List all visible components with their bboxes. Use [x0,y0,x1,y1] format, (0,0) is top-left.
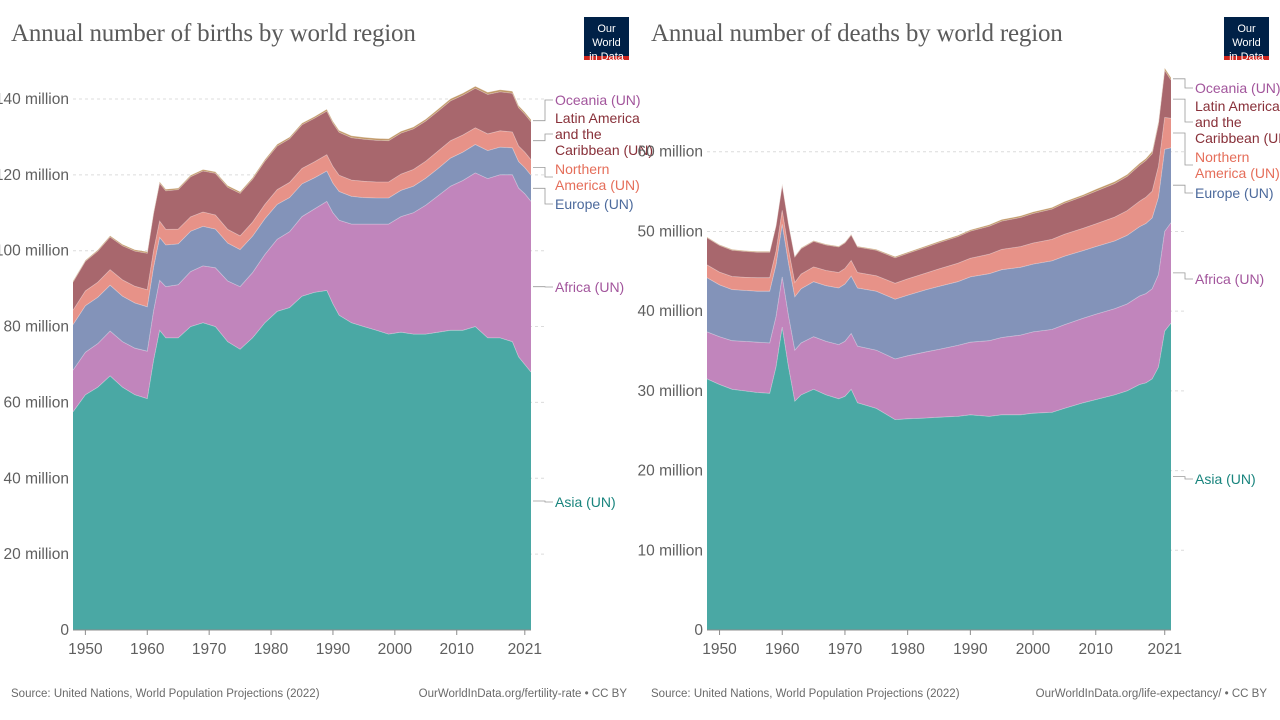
x-tick-label: 2021 [1147,641,1181,658]
legend-label-oceania-un[interactable]: Oceania (UN) [1195,80,1280,96]
area-europe-un[interactable] [707,147,1171,359]
y-tick-label: 60 million [4,394,69,411]
area-africa-un[interactable] [73,172,531,412]
legend-connector [533,187,553,205]
legend-label-africa-un[interactable]: Africa (UN) [555,279,624,295]
y-tick-label: 100 million [0,243,69,260]
legend-label-northern-america-un[interactable]: Northern [555,161,609,177]
x-tick-label: 1960 [130,641,165,658]
x-tick-label: 1970 [828,641,863,658]
area-edge-asia-un [72,290,532,413]
legend-label-northern-america-un[interactable]: Northern [1195,149,1249,165]
legend-label-latin-america-and-the-caribbean-un[interactable]: Caribbean (UN) [1195,130,1280,146]
x-tick-label: 2010 [439,641,474,658]
y-tick-label: 80 million [4,319,69,336]
owid-logo[interactable]: Our World in Data [584,17,629,63]
area-edge-africa-un [72,172,532,371]
legend-label-asia-un[interactable]: Asia (UN) [555,494,616,510]
legend-label-asia-un[interactable]: Asia (UN) [1195,471,1256,487]
area-asia-un[interactable] [707,323,1171,630]
legend-label-northern-america-un[interactable]: America (UN) [1195,165,1280,181]
area-edge-oceania-un [72,85,532,282]
births-chart-panel: Annual number of births by world region … [0,17,653,700]
y-tick-label: 50 million [638,223,703,240]
legend-connector [1173,272,1193,280]
legend-connector [1173,78,1193,89]
x-tick-label: 2000 [1016,641,1051,658]
legend-label-oceania-un[interactable]: Oceania (UN) [555,92,641,108]
y-tick-label: 60 million [638,144,703,161]
legend-label-africa-un[interactable]: Africa (UN) [1195,271,1264,287]
x-tick-label: 1970 [192,641,227,658]
legend-connector [533,500,553,503]
y-tick-label: 120 million [0,167,69,184]
y-tick-label: 0 [694,622,703,639]
legend-connector [1173,184,1193,194]
legend-label-latin-america-and-the-caribbean-un[interactable]: and the [1195,114,1242,130]
x-tick-label: 1990 [953,641,988,658]
y-tick-label: 30 million [638,383,703,400]
x-tick-label: 2021 [508,641,542,658]
legend-label-latin-america-and-the-caribbean-un[interactable]: Latin America [555,110,640,126]
chart-title: Annual number of births by world region [11,20,416,47]
area-edge-europe-un [706,147,1172,300]
logo-line-1: Our World [1232,23,1261,49]
y-tick-label: 140 million [0,91,69,108]
logo-line-2: in Data [589,51,624,63]
source-note: Source: United Nations, World Population… [11,688,320,700]
y-tick-label: 10 million [638,542,703,559]
x-tick-label: 1990 [316,641,351,658]
area-edge-europe-un [72,144,532,325]
area-latin-america-and-the-caribbean-un[interactable] [707,70,1171,284]
x-tick-label: 1960 [765,641,800,658]
legend-label-latin-america-and-the-caribbean-un[interactable]: and the [555,126,602,142]
logo-line-2: in Data [1229,51,1264,63]
owid-logo[interactable]: Our World in Data [1224,17,1269,63]
y-tick-label: 40 million [4,470,69,487]
legend-connector [533,167,553,178]
area-edge-latin-america-and-the-caribbean-un [706,69,1172,259]
x-tick-label: 2010 [1079,641,1114,658]
area-edge-oceania-un [706,66,1172,258]
area-edge-northern-america-un [72,127,532,311]
x-tick-label: 1980 [254,641,289,658]
source-note: Source: United Nations, World Population… [651,688,960,700]
legend-connector [533,133,553,142]
x-tick-label: 1950 [68,641,103,658]
area-europe-un[interactable] [73,144,531,371]
legend-label-northern-america-un[interactable]: America (UN) [555,177,640,193]
license-link[interactable]: OurWorldInData.org/life-expectancy/ • CC… [1035,688,1267,700]
y-tick-label: 40 million [638,303,703,320]
legend-label-latin-america-and-the-caribbean-un[interactable]: Latin America [1195,98,1280,114]
y-tick-label: 20 million [4,546,69,563]
x-tick-label: 2000 [378,641,413,658]
area-edge-latin-america-and-the-caribbean-un [72,87,532,283]
area-edge-asia-un [706,322,1172,421]
area-northern-america-un[interactable] [73,127,531,325]
area-latin-america-and-the-caribbean-un[interactable] [73,88,531,311]
legend-connector [1173,132,1193,166]
legend-connector [533,99,553,122]
chart-title: Annual number of deaths by world region [651,20,1063,47]
x-tick-label: 1980 [890,641,925,658]
area-edge-africa-un [706,222,1172,360]
legend-label-europe-un[interactable]: Europe (UN) [555,196,634,212]
area-africa-un[interactable] [707,222,1171,420]
deaths-area-chart: 0 10 million 20 million 30 million 40 millio… [638,66,1280,658]
area-edge-northern-america-un [706,117,1172,284]
x-tick-label: 1950 [702,641,737,658]
legend-label-europe-un[interactable]: Europe (UN) [1195,185,1274,201]
license-link[interactable]: OurWorldInData.org/fertility-rate • CC B… [418,688,627,700]
births-area-chart: 0 20 million 40 million 60 million 80 millio… [0,85,653,658]
legend-connector [1173,98,1193,123]
legend-label-latin-america-and-the-caribbean-un[interactable]: Caribbean (UN) [555,142,653,158]
area-northern-america-un[interactable] [707,117,1171,300]
legend-connector [1173,476,1193,480]
y-tick-label: 0 [60,622,69,639]
deaths-chart-panel: Annual number of deaths by world region … [638,0,1280,720]
y-tick-label: 20 million [638,463,703,480]
logo-line-1: Our World [592,23,621,49]
area-asia-un[interactable] [73,290,531,631]
